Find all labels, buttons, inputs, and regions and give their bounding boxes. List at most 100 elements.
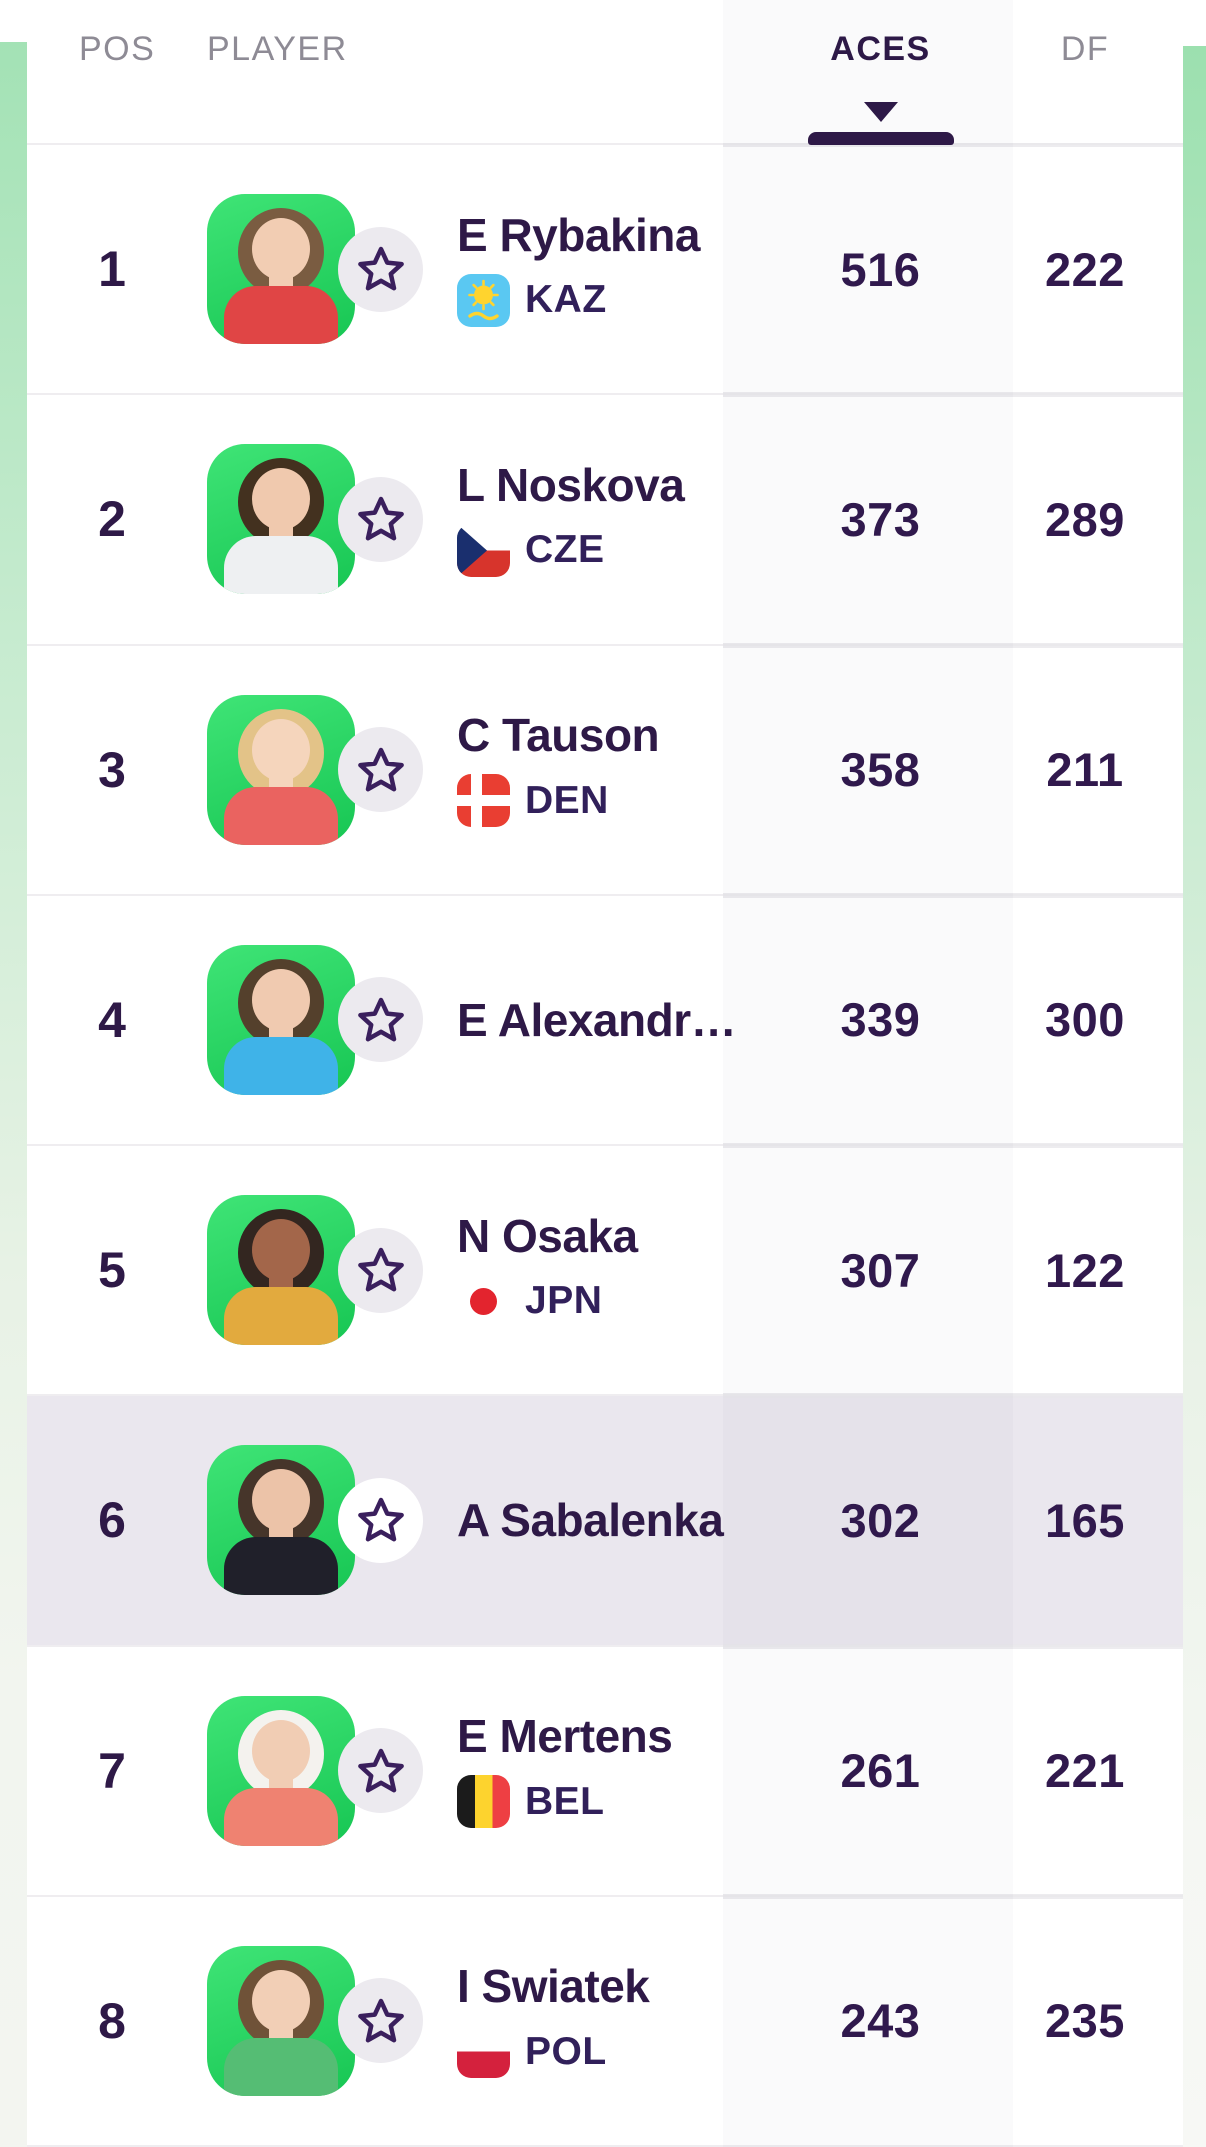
df-value: 221 bbox=[1045, 1744, 1125, 1798]
avatar-head bbox=[252, 718, 310, 781]
avatar-head bbox=[252, 468, 310, 531]
player-avatar[interactable] bbox=[207, 444, 355, 595]
table-row[interactable]: 4 E Alexandr… 339 300 bbox=[27, 892, 1183, 1144]
player-name: I Swiatek bbox=[457, 1960, 650, 2013]
country-code: JPN bbox=[525, 1279, 603, 1323]
position-value: 3 bbox=[98, 741, 126, 798]
favorite-star-button[interactable] bbox=[338, 727, 423, 813]
player-info: A Sabalenka bbox=[457, 1497, 724, 1543]
player-avatar[interactable] bbox=[207, 194, 355, 345]
df-value: 211 bbox=[1046, 743, 1124, 797]
player-header-label: PLAYER bbox=[207, 30, 348, 68]
player-name: L Noskova bbox=[457, 458, 685, 511]
aces-value: 516 bbox=[840, 242, 921, 296]
df-value: 300 bbox=[1045, 993, 1125, 1047]
column-header-aces[interactable]: ACES bbox=[774, 0, 987, 145]
player-avatar[interactable] bbox=[207, 1195, 355, 1346]
df-cell: 165 bbox=[987, 1493, 1183, 1548]
df-value: 289 bbox=[1045, 492, 1125, 546]
player-info: I Swiatek POL bbox=[457, 1960, 650, 2079]
df-cell: 221 bbox=[987, 1743, 1183, 1798]
player-info: E Alexandr… bbox=[457, 993, 737, 1046]
df-header-label: DF bbox=[1060, 30, 1110, 68]
stats-table: POS PLAYER ACES DF 1 bbox=[27, 0, 1183, 2147]
player-country: JPN bbox=[457, 1274, 638, 1328]
table-row[interactable]: 1 E Rybakina bbox=[27, 142, 1183, 394]
aces-cell: 516 bbox=[774, 242, 987, 297]
table-row[interactable]: 2 L Noskova CZE bbox=[27, 392, 1183, 644]
player-info: E Rybakina KAZ bbox=[457, 208, 701, 327]
avatar-shoulders bbox=[224, 786, 338, 845]
player-info: N Osaka JPN bbox=[457, 1213, 638, 1328]
df-cell: 289 bbox=[987, 492, 1183, 547]
player-name: E Alexandr… bbox=[457, 993, 737, 1046]
aces-value: 307 bbox=[840, 1243, 921, 1297]
player-avatar[interactable] bbox=[207, 1945, 355, 2096]
star-outline-icon bbox=[357, 1498, 404, 1542]
favorite-star-button[interactable] bbox=[338, 1978, 423, 2064]
country-flag-icon bbox=[457, 523, 510, 577]
df-value: 122 bbox=[1045, 1243, 1125, 1297]
star-outline-icon bbox=[357, 497, 404, 541]
aces-cell: 307 bbox=[774, 1243, 987, 1298]
position-value: 4 bbox=[98, 991, 126, 1048]
aces-value: 358 bbox=[840, 743, 921, 797]
player-name: C Tauson bbox=[457, 709, 660, 762]
position-cell: 6 bbox=[27, 1491, 157, 1549]
aces-value: 243 bbox=[840, 1994, 921, 2048]
player-info: E Mertens BEL bbox=[457, 1713, 673, 1829]
table-row[interactable]: 8 I Swiatek POL bbox=[27, 1893, 1183, 2147]
player-avatar[interactable] bbox=[207, 1695, 355, 1846]
df-cell: 235 bbox=[987, 1993, 1183, 2048]
favorite-star-button[interactable] bbox=[338, 977, 423, 1063]
player-name: E Rybakina bbox=[457, 208, 701, 261]
country-flag-icon bbox=[457, 1775, 510, 1829]
table-row[interactable]: 5 N Osaka JPN 3 bbox=[27, 1142, 1183, 1395]
star-outline-icon bbox=[357, 1247, 404, 1292]
aces-cell: 373 bbox=[774, 492, 987, 547]
df-value: 235 bbox=[1045, 1994, 1125, 2048]
active-sort-underline bbox=[807, 132, 954, 145]
player-cell: N Osaka JPN bbox=[157, 1195, 774, 1346]
player-cell: I Swiatek POL bbox=[157, 1945, 774, 2096]
favorite-star-button[interactable] bbox=[338, 476, 423, 562]
aces-value: 373 bbox=[840, 492, 921, 546]
avatar-head bbox=[252, 1719, 310, 1782]
player-info: C Tauson DEN bbox=[457, 709, 660, 828]
favorite-star-button[interactable] bbox=[338, 1728, 423, 1814]
player-avatar[interactable] bbox=[207, 694, 355, 845]
df-cell: 211 bbox=[987, 742, 1183, 797]
position-cell: 1 bbox=[27, 240, 157, 298]
aces-cell: 302 bbox=[774, 1493, 987, 1548]
table-header-row: POS PLAYER ACES DF bbox=[27, 0, 1183, 145]
table-row[interactable]: 6 A Sabalenka 302 165 bbox=[27, 1393, 1183, 1645]
avatar-head bbox=[252, 1469, 310, 1532]
position-cell: 5 bbox=[27, 1241, 157, 1299]
player-avatar[interactable] bbox=[207, 1445, 355, 1596]
aces-cell: 358 bbox=[774, 742, 987, 797]
star-outline-icon bbox=[357, 747, 404, 792]
df-value: 222 bbox=[1045, 242, 1125, 296]
position-value: 5 bbox=[98, 1242, 126, 1299]
player-avatar[interactable] bbox=[207, 944, 355, 1095]
country-code: CZE bbox=[525, 528, 605, 572]
avatar-head bbox=[252, 1969, 310, 2032]
player-cell: L Noskova CZE bbox=[157, 444, 774, 595]
player-country: CZE bbox=[457, 523, 684, 577]
favorite-star-button[interactable] bbox=[338, 226, 423, 312]
position-value: 7 bbox=[98, 1742, 126, 1799]
df-cell: 222 bbox=[987, 242, 1183, 297]
avatar-shoulders bbox=[224, 1036, 338, 1095]
player-country: KAZ bbox=[457, 273, 700, 327]
favorite-star-button[interactable] bbox=[338, 1227, 423, 1313]
position-cell: 4 bbox=[27, 991, 157, 1049]
table-row[interactable]: 3 C Tauson DEN bbox=[27, 642, 1183, 894]
position-cell: 7 bbox=[27, 1742, 157, 1800]
table-row[interactable]: 7 E Mertens BEL bbox=[27, 1643, 1183, 1895]
favorite-star-button[interactable] bbox=[338, 1477, 423, 1563]
column-header-df[interactable]: DF bbox=[987, 0, 1183, 69]
position-value: 6 bbox=[98, 1492, 126, 1549]
star-outline-icon bbox=[357, 246, 404, 291]
player-country: DEN bbox=[457, 774, 659, 828]
